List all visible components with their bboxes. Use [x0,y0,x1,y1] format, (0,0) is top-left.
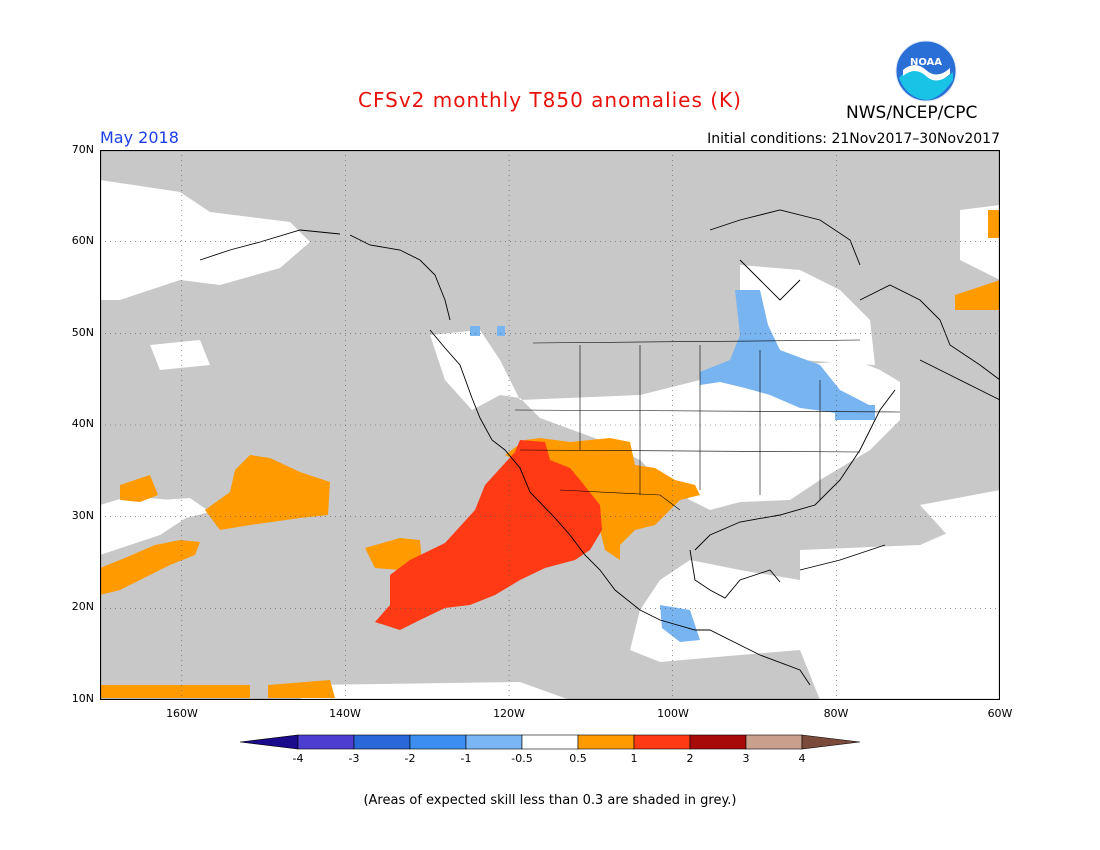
initial-conditions: Initial conditions: 21Nov2017–30Nov2017 [707,131,1000,147]
colorbar-cell [633,734,691,750]
anomaly-map [100,150,1000,700]
colorbar-label: -2 [404,752,416,765]
lat-label-40n: 40N [71,417,94,430]
colorbar-label: -3 [348,752,360,765]
colorbar-low-arrow [240,734,299,750]
agency-label: NWS/NCEP/CPC [846,103,978,123]
colorbar-cell [297,734,355,750]
colorbar-label: 2 [686,752,694,765]
colorbar-high-arrow [801,734,860,750]
colorbar-label: -1 [460,752,472,765]
lat-label-20n: 20N [71,600,94,613]
svg-text:NOAA: NOAA [910,57,942,68]
forecast-month: May 2018 [100,128,179,147]
lon-label-160w: 160W [166,707,198,720]
gridlines [100,150,1000,700]
colorbar-cell [353,734,411,750]
colorbar-label: 1 [630,752,638,765]
skill-footnote: (Areas of expected skill less than 0.3 a… [363,793,737,808]
lat-label-50n: 50N [71,326,94,339]
lon-label-100w: 100W [657,707,689,720]
lon-label-140w: 140W [329,707,361,720]
colorbar-label: 4 [798,752,806,765]
colorbar-cell [577,734,635,750]
noaa-logo: NOAA [895,40,957,102]
state-borders [514,339,901,511]
colorbar-cell [745,734,803,750]
colorbar-cell [521,734,579,750]
lat-label-10n: 10N [71,692,94,705]
lon-label-80w: 80W [823,707,849,720]
colorbar-label: -4 [292,752,304,765]
colorbar-label: 3 [742,752,750,765]
colorbar-cell [409,734,467,750]
negative-anomaly-regions [470,290,875,642]
colorbar [240,734,860,750]
lat-label-30n: 30N [71,509,94,522]
map-title: CFSv2 monthly T850 anomalies (K) [358,88,742,112]
colorbar-label: 0.5 [569,752,587,765]
lat-label-70n: 70N [71,143,94,156]
coastlines [199,209,1000,686]
colorbar-cell [689,734,747,750]
colorbar-label: -0.5 [511,752,533,765]
positive-anomaly-regions-red [375,440,602,630]
colorbar-cell [465,734,523,750]
lat-label-60n: 60N [71,234,94,247]
lon-label-60w: 60W [987,707,1013,720]
lon-label-120w: 120W [493,707,525,720]
